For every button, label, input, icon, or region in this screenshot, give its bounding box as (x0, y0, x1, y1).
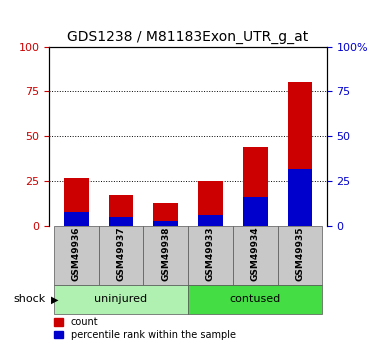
Bar (143, 226, 188, 285)
Bar (54, 285, 188, 314)
Bar (64, 178, 89, 226)
Title: GDS1238 / M81183Exon_UTR_g_at: GDS1238 / M81183Exon_UTR_g_at (68, 30, 309, 44)
Bar (198, 181, 223, 226)
Text: contused: contused (230, 294, 281, 304)
Bar (288, 169, 312, 226)
Bar (188, 226, 233, 285)
Bar (233, 226, 277, 285)
Text: GSM49937: GSM49937 (117, 227, 125, 282)
Bar (109, 217, 133, 226)
Text: GSM49936: GSM49936 (72, 227, 81, 282)
Legend: count, percentile rank within the sample: count, percentile rank within the sample (54, 317, 236, 340)
Text: GSM49938: GSM49938 (161, 227, 170, 282)
Bar (109, 196, 133, 226)
Text: ▶: ▶ (51, 294, 59, 304)
Bar (277, 226, 322, 285)
Text: GSM49933: GSM49933 (206, 227, 215, 282)
Bar (99, 226, 143, 285)
Bar (288, 82, 312, 226)
Bar (54, 226, 99, 285)
Bar (198, 215, 223, 226)
Text: uninjured: uninjured (94, 294, 147, 304)
Bar (154, 203, 178, 226)
Bar (154, 220, 178, 226)
Bar (243, 147, 268, 226)
Text: shock: shock (13, 294, 46, 304)
Text: GSM49934: GSM49934 (251, 227, 260, 282)
Bar (188, 285, 322, 314)
Text: GSM49935: GSM49935 (296, 227, 304, 282)
Bar (64, 211, 89, 226)
Bar (243, 197, 268, 226)
